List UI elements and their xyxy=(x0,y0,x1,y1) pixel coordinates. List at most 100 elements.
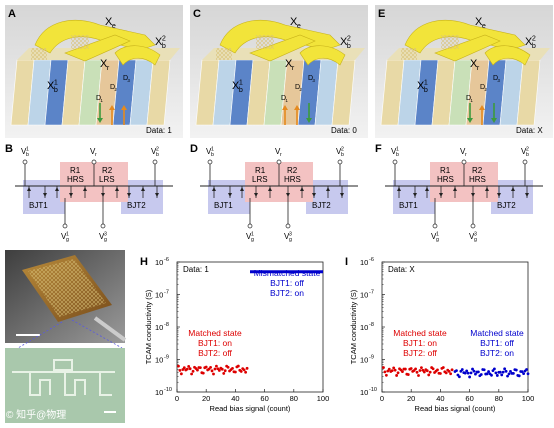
label-xb2-sup: 2 xyxy=(162,34,166,42)
y-tick-label: 10 -6 xyxy=(360,257,374,267)
label-xr-base: X xyxy=(100,58,108,70)
annotation-text: Mismatched state xyxy=(254,268,321,278)
terminal-label-sup: 2 xyxy=(341,147,344,153)
data-point xyxy=(212,372,215,376)
data-point xyxy=(495,374,499,377)
label-xr-sub: r xyxy=(477,64,480,72)
data-label: Data: X xyxy=(516,126,543,135)
circuit-tap-arrow xyxy=(141,187,145,191)
terminal-label-sup: 1 xyxy=(396,147,399,153)
bjt2-label: BJT2 xyxy=(497,201,516,210)
gate-node xyxy=(285,223,291,229)
data-point xyxy=(382,366,385,369)
y-tick-label: 10 -10 xyxy=(360,387,377,397)
label-xe-sub: e xyxy=(482,22,486,30)
electrode-right xyxy=(484,45,531,66)
label-d1-sub: 1 xyxy=(100,98,103,103)
zoom-line xyxy=(17,321,63,349)
annotation-text: Matched state xyxy=(470,328,524,338)
label-xb1: X 1b xyxy=(417,78,428,94)
label-xb2-base: X xyxy=(340,36,348,48)
gate-label-base: V xyxy=(469,232,475,241)
circuit-tap-arrow xyxy=(155,193,159,197)
x-tick-label: 80 xyxy=(290,394,298,403)
micrograph-electrodes xyxy=(12,359,115,396)
probe-needle xyxy=(93,316,127,342)
terminal-label-sub: b xyxy=(341,152,344,158)
chip-pattern xyxy=(28,259,106,317)
y-tick-base: 10 xyxy=(360,323,368,332)
y-tick-base: 10 xyxy=(360,291,368,300)
gate-label-sup: 3 xyxy=(474,232,477,238)
panel-letter: A xyxy=(8,8,16,20)
terminal-node xyxy=(91,159,97,165)
data-point xyxy=(482,368,486,372)
gate-node xyxy=(432,223,438,229)
annotation-text: BJT2: off xyxy=(198,348,232,358)
electrode-mesh xyxy=(441,35,459,49)
y-tick-base: 10 xyxy=(360,356,368,365)
data-point xyxy=(501,370,505,374)
annotation-text: BJT1: off xyxy=(270,278,304,288)
x-tick-label: 40 xyxy=(231,394,239,403)
data-point xyxy=(463,371,467,375)
circuit-tap-arrow xyxy=(27,187,31,191)
label-xr-sub: r xyxy=(107,64,110,72)
x-tick-label: 20 xyxy=(202,394,210,403)
label-xb1-base: X xyxy=(232,80,240,92)
circuit-tap-arrow xyxy=(397,187,401,191)
label-d3-base: D xyxy=(308,75,313,82)
y-tick-label: 10 -9 xyxy=(360,355,374,365)
circuit-tap-arrow xyxy=(525,193,529,197)
label-xb1-base: X xyxy=(417,80,425,92)
y-tick-base: 10 xyxy=(155,388,163,397)
circuit-tap-arrow xyxy=(254,193,258,197)
panel-letter: D xyxy=(190,143,198,155)
x-axis-label: Read bias signal (count) xyxy=(415,404,496,413)
terminal-label-sub: r xyxy=(465,152,467,158)
gate-label-sup: 1 xyxy=(251,232,254,238)
data-point xyxy=(196,368,199,372)
terminal-label: V 2b xyxy=(151,147,159,159)
y-tick-exp: -6 xyxy=(164,257,169,263)
zoom-line xyxy=(71,319,123,349)
gate-label-sub: g xyxy=(104,237,107,243)
circuit-tap-arrow xyxy=(268,187,272,191)
data-point xyxy=(222,372,226,375)
panel-letter: H xyxy=(140,256,148,268)
label-d2-base: D xyxy=(480,84,485,91)
gate-label-sub: g xyxy=(289,237,292,243)
annotation-text: BJT1: on xyxy=(403,338,437,348)
data-point xyxy=(494,371,498,375)
data-point xyxy=(471,367,474,371)
terminal-node xyxy=(522,159,528,165)
data-point xyxy=(476,370,480,374)
y-tick-label: 10 -10 xyxy=(155,387,172,397)
data-point xyxy=(512,371,515,375)
data-point xyxy=(245,366,249,370)
circuit-tap-arrow xyxy=(439,193,443,197)
terminal-label-base: V xyxy=(21,147,27,156)
bias-arrow-head xyxy=(282,105,288,110)
label-d3-sub: 3 xyxy=(312,78,315,83)
circuit-tap-arrow xyxy=(286,193,290,197)
electrode-mesh xyxy=(256,35,274,49)
label-xb1-sup: 1 xyxy=(424,78,428,86)
terminal-label-base: V xyxy=(90,147,96,156)
data-point xyxy=(185,367,189,371)
circuit-tap-arrow xyxy=(115,187,119,191)
data-point xyxy=(514,368,518,372)
label-xr-sub: r xyxy=(292,64,295,72)
data-point xyxy=(517,374,521,378)
y-tick-exp: -7 xyxy=(164,290,169,296)
photo-panel: G © 知乎@物理 xyxy=(5,250,127,423)
label-d1-base: D xyxy=(96,95,101,102)
y-tick-label: 10 -8 xyxy=(155,322,169,332)
gate-label: V 3g xyxy=(284,232,292,244)
